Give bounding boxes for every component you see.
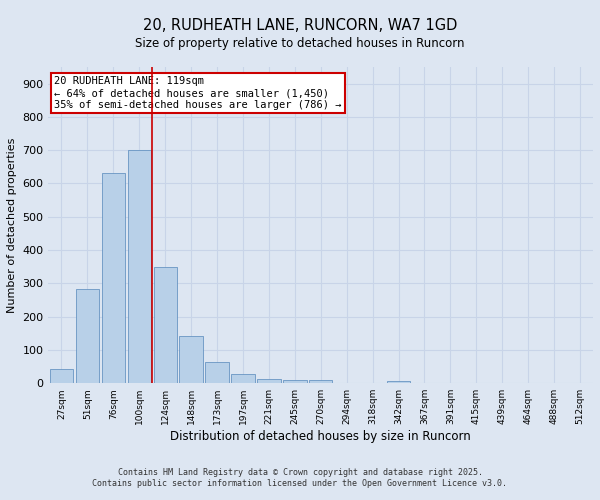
Bar	[76, 289, 99, 384]
Bar	[283, 380, 307, 384]
Bar	[205, 362, 229, 384]
Bar	[128, 150, 151, 384]
Bar	[50, 370, 73, 384]
Text: 20 RUDHEATH LANE: 119sqm
← 64% of detached houses are smaller (1,450)
35% of sem: 20 RUDHEATH LANE: 119sqm ← 64% of detach…	[54, 76, 341, 110]
Text: 20, RUDHEATH LANE, RUNCORN, WA7 1GD: 20, RUDHEATH LANE, RUNCORN, WA7 1GD	[143, 18, 457, 32]
Bar	[309, 380, 332, 384]
Text: Size of property relative to detached houses in Runcorn: Size of property relative to detached ho…	[135, 38, 465, 51]
Bar	[257, 379, 281, 384]
Text: Contains HM Land Registry data © Crown copyright and database right 2025.
Contai: Contains HM Land Registry data © Crown c…	[92, 468, 508, 487]
X-axis label: Distribution of detached houses by size in Runcorn: Distribution of detached houses by size …	[170, 430, 471, 443]
Bar	[101, 173, 125, 384]
Y-axis label: Number of detached properties: Number of detached properties	[7, 138, 17, 313]
Bar	[387, 380, 410, 384]
Bar	[232, 374, 254, 384]
Bar	[154, 266, 177, 384]
Bar	[179, 336, 203, 384]
